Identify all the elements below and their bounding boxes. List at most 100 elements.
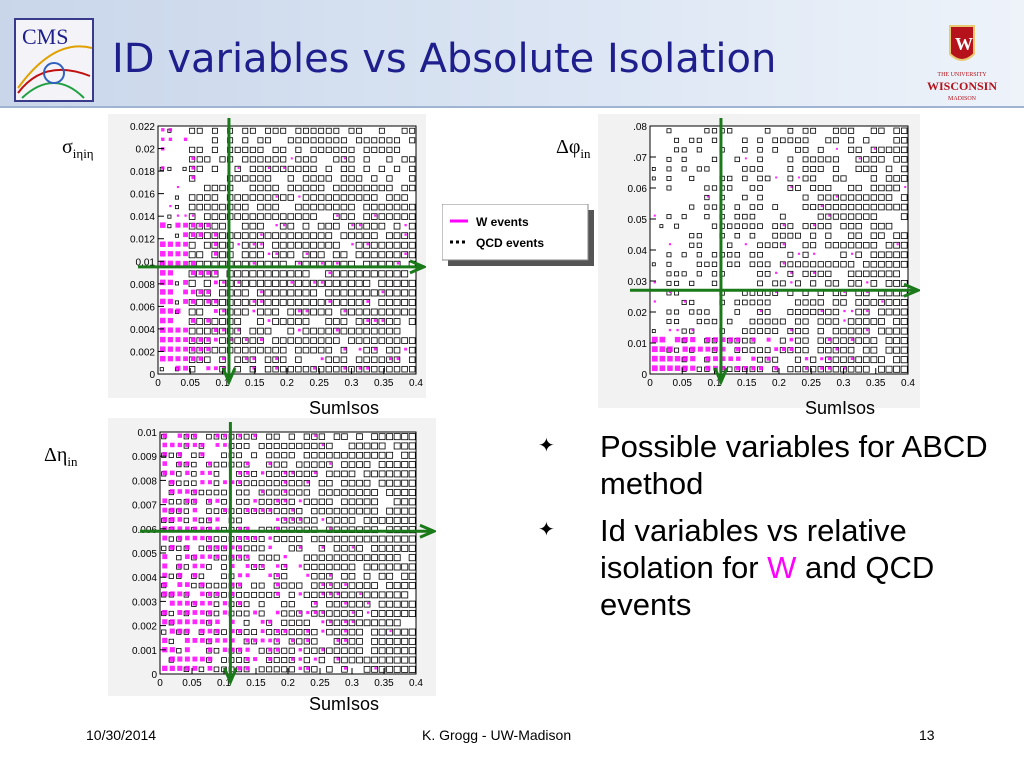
qcd-point	[900, 241, 908, 249]
qcd-point	[893, 127, 900, 134]
qcd-point	[794, 280, 801, 287]
qcd-point	[870, 222, 878, 230]
qcd-point	[363, 563, 371, 571]
qcd-point	[189, 127, 196, 134]
qcd-point	[317, 251, 325, 259]
qcd-point	[294, 308, 302, 316]
qcd-point	[832, 165, 839, 172]
qcd-point	[325, 366, 332, 373]
qcd-point	[341, 545, 348, 552]
qcd-point	[356, 442, 363, 450]
w-point	[728, 337, 733, 342]
w-point	[169, 656, 175, 662]
qcd-point	[302, 289, 310, 297]
w-point	[245, 666, 250, 671]
qcd-point	[840, 127, 847, 134]
w-point	[320, 262, 324, 265]
qcd-point	[211, 194, 219, 201]
qcd-point	[234, 346, 241, 354]
qcd-point	[211, 184, 219, 192]
w-point	[344, 601, 347, 605]
qcd-point	[281, 442, 288, 449]
w-point	[751, 356, 756, 361]
qcd-point	[408, 489, 416, 496]
qcd-point	[356, 638, 363, 645]
w-point	[230, 647, 235, 652]
qcd-point	[206, 433, 212, 440]
w-point	[705, 346, 711, 352]
qcd-point	[183, 564, 190, 570]
w-point	[866, 328, 869, 332]
w-point	[160, 298, 166, 305]
qcd-point	[370, 213, 378, 220]
qcd-point	[408, 232, 416, 240]
w-point	[160, 222, 166, 228]
qcd-point	[764, 261, 771, 268]
qcd-point	[326, 647, 333, 654]
qcd-point	[681, 156, 687, 162]
qcd-point	[409, 127, 416, 134]
qcd-point	[258, 443, 265, 449]
x-tick-label: 0.1	[217, 678, 231, 689]
qcd-point	[257, 156, 264, 163]
w-point	[275, 252, 278, 255]
qcd-point	[408, 647, 416, 655]
qcd-point	[243, 545, 250, 552]
w-point	[222, 638, 228, 643]
qcd-point	[878, 356, 885, 364]
w-point	[206, 318, 211, 323]
w-point	[321, 620, 325, 624]
qcd-point	[840, 299, 847, 306]
qcd-point	[281, 582, 288, 589]
w-point	[720, 346, 726, 352]
w-point	[813, 224, 816, 227]
w-point	[335, 328, 339, 332]
qcd-point	[386, 366, 393, 373]
qcd-point	[303, 480, 310, 487]
qcd-point	[348, 638, 356, 645]
qcd-point	[302, 251, 310, 259]
qcd-point	[196, 251, 204, 259]
w-point	[705, 337, 711, 343]
qcd-point	[409, 137, 416, 144]
qcd-point	[174, 300, 179, 305]
qcd-point	[795, 185, 801, 191]
qcd-point	[348, 127, 355, 134]
w-point	[351, 620, 355, 624]
qcd-point	[893, 184, 900, 192]
x-tick-label: 0.4	[901, 378, 915, 389]
w-point	[313, 366, 317, 370]
qcd-point	[385, 279, 393, 287]
qcd-point	[257, 213, 264, 220]
qcd-point	[257, 327, 264, 335]
qcd-point	[802, 337, 809, 344]
qcd-point	[311, 535, 318, 543]
qcd-point	[296, 582, 303, 589]
w-point	[404, 223, 407, 227]
qcd-point	[802, 156, 809, 163]
w-point	[396, 262, 400, 265]
w-point	[183, 327, 188, 333]
w-point	[230, 554, 235, 559]
qcd-point	[825, 156, 832, 163]
w-point	[344, 666, 347, 670]
qcd-point	[303, 619, 310, 626]
qcd-point	[878, 251, 885, 259]
qcd-point	[280, 194, 287, 201]
qcd-point	[356, 461, 363, 468]
w-point	[167, 336, 174, 343]
qcd-point	[295, 165, 302, 173]
qcd-point	[310, 308, 317, 316]
qcd-point	[689, 137, 695, 143]
qcd-point	[310, 194, 317, 201]
qcd-point	[213, 471, 220, 477]
w-point	[214, 270, 218, 275]
qcd-point	[348, 146, 355, 153]
qcd-point	[840, 251, 847, 258]
qcd-point	[900, 260, 908, 268]
qcd-point	[764, 318, 771, 325]
x-tick-label: 0.2	[772, 378, 786, 389]
w-point	[162, 461, 168, 466]
qcd-point	[241, 289, 249, 297]
qcd-point	[802, 328, 809, 335]
